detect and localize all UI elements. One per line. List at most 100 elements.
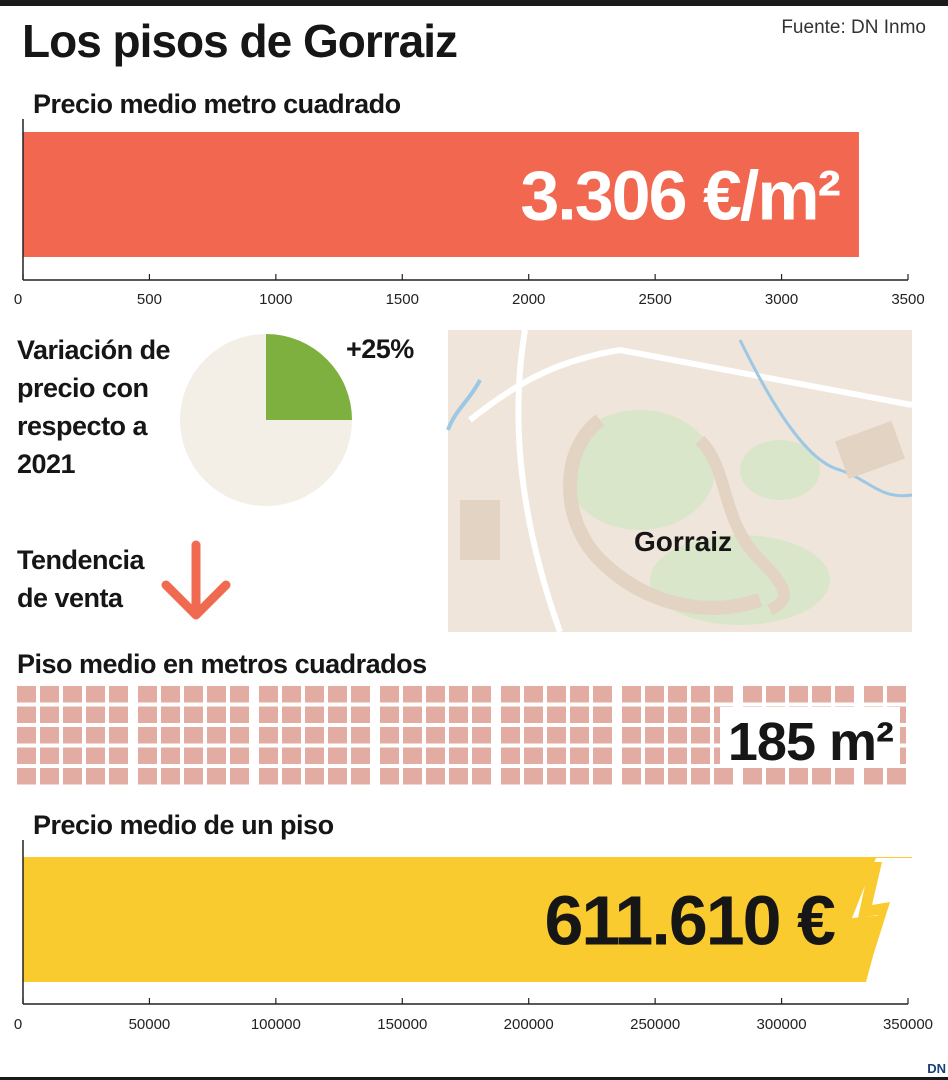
waffle-cell: [184, 747, 203, 764]
waffle-cell: [259, 768, 278, 785]
bar-group: [23, 132, 859, 257]
x-tick-label: 350000: [883, 1016, 933, 1033]
x-tick-label: 100000: [251, 1016, 301, 1033]
waffle-cell: [40, 747, 59, 764]
waffle-cell: [138, 706, 157, 723]
pie-slice: [266, 334, 352, 420]
trend-label: de venta: [17, 583, 124, 613]
waffle-cell: [63, 727, 82, 744]
waffle-cell: [109, 727, 128, 744]
waffle-cell: [887, 768, 906, 785]
waffle-cell: [593, 768, 612, 785]
waffle-cell: [403, 706, 422, 723]
waffle-cell: [86, 727, 105, 744]
waffle-cell: [622, 747, 641, 764]
bar-group: [23, 857, 912, 982]
waffle-cell: [668, 686, 687, 703]
waffle-cell: [305, 727, 324, 744]
waffle-cell: [570, 686, 589, 703]
waffle-cell: [691, 768, 710, 785]
waffle-cell: [230, 686, 249, 703]
waffle-cell: [207, 768, 226, 785]
waffle-cell: [887, 686, 906, 703]
waffle-cell: [593, 686, 612, 703]
waffle-cell: [835, 686, 854, 703]
waffle-cell: [472, 747, 491, 764]
waffle-cell: [835, 768, 854, 785]
pie-title: respecto a: [17, 411, 149, 441]
waffle-cell: [380, 727, 399, 744]
waffle-cell: [547, 706, 566, 723]
pie-title: 2021: [17, 449, 76, 479]
waffle-cell: [184, 727, 203, 744]
waffle-cell: [691, 747, 710, 764]
map-label: Gorraiz: [634, 526, 732, 557]
waffle-cell: [714, 686, 733, 703]
chart-title: Piso medio en metros cuadrados: [17, 649, 427, 679]
waffle-cell: [812, 686, 831, 703]
chart-title: Precio medio metro cuadrado: [33, 89, 401, 119]
waffle-cell: [282, 706, 301, 723]
waffle-cell: [328, 686, 347, 703]
waffle-cell: [524, 747, 543, 764]
x-tick-label: 3000: [765, 291, 798, 308]
waffle-cell: [328, 727, 347, 744]
x-tick-label: 300000: [757, 1016, 807, 1033]
waffle-cell: [403, 686, 422, 703]
waffle-cell: [40, 768, 59, 785]
waffle-cell: [351, 747, 370, 764]
waffle-cell: [668, 706, 687, 723]
waffle-cell: [403, 727, 422, 744]
waffle-cell: [259, 706, 278, 723]
waffle-cell: [259, 727, 278, 744]
waffle-cell: [161, 727, 180, 744]
waffle-cell: [63, 768, 82, 785]
waffle-cell: [380, 768, 399, 785]
waffle-cell: [17, 706, 36, 723]
waffle-cell: [668, 768, 687, 785]
waffle-cell: [501, 768, 520, 785]
waffle-cell: [40, 686, 59, 703]
waffle-cell: [259, 686, 278, 703]
waffle-cell: [86, 686, 105, 703]
waffle-cell: [351, 768, 370, 785]
waffle-cell: [328, 706, 347, 723]
waffle-cell: [426, 747, 445, 764]
title: Los pisos de Gorraiz: [22, 15, 457, 67]
waffle-cell: [380, 706, 399, 723]
waffle-cell: [524, 686, 543, 703]
waffle-cell: [40, 706, 59, 723]
waffle-cell: [184, 768, 203, 785]
waffle-cell: [138, 727, 157, 744]
waffle-cell: [138, 768, 157, 785]
waffle-cell: [547, 768, 566, 785]
waffle-cell: [17, 686, 36, 703]
waffle-cell: [328, 747, 347, 764]
waffle-cell: [63, 686, 82, 703]
x-tick-label: 1500: [386, 291, 419, 308]
waffle-cell: [622, 706, 641, 723]
waffle-cell: [305, 747, 324, 764]
x-tick-label: 3500: [891, 291, 924, 308]
waffle-cell: [351, 706, 370, 723]
waffle-cell: [622, 686, 641, 703]
waffle-cell: [138, 747, 157, 764]
waffle-cell: [622, 768, 641, 785]
pie-title: precio con: [17, 373, 149, 403]
waffle-cell: [449, 747, 468, 764]
waffle-cell: [472, 768, 491, 785]
x-tick-label: 0: [14, 291, 22, 308]
waffle-cell: [593, 727, 612, 744]
waffle-cell: [593, 747, 612, 764]
waffle-cell: [161, 747, 180, 764]
waffle-cell: [524, 768, 543, 785]
bar: [23, 132, 859, 257]
waffle-cell: [207, 686, 226, 703]
waffle-cell: [645, 727, 664, 744]
waffle-cell: [86, 747, 105, 764]
value-label-background: [720, 707, 900, 767]
waffle-cell: [570, 768, 589, 785]
value-label: 185 m²: [728, 712, 893, 772]
waffle-cell: [403, 768, 422, 785]
waffle-cell: [282, 768, 301, 785]
